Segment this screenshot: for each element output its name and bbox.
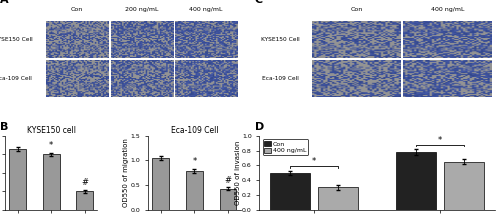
Bar — [43, 154, 60, 210]
Bar — [152, 158, 169, 210]
Title: KYSE150 cell: KYSE150 cell — [26, 126, 76, 135]
Title: Eca-109 Cell: Eca-109 Cell — [170, 126, 218, 135]
Bar — [444, 162, 484, 210]
Text: *: * — [192, 157, 196, 166]
Text: C: C — [254, 0, 263, 5]
Y-axis label: OD550 of invasion: OD550 of invasion — [234, 141, 240, 205]
Text: 400 ng/mL: 400 ng/mL — [430, 7, 464, 12]
Bar — [186, 171, 203, 210]
Text: 200 ng/mL: 200 ng/mL — [125, 7, 158, 12]
Bar — [9, 149, 26, 210]
Text: Con: Con — [71, 7, 84, 12]
Text: *: * — [438, 136, 442, 145]
Text: *: * — [49, 141, 54, 150]
Text: D: D — [254, 122, 264, 132]
Text: Con: Con — [350, 7, 362, 12]
Text: Eca-109 Cell: Eca-109 Cell — [0, 76, 32, 81]
Legend: Con, 400 ng/mL: Con, 400 ng/mL — [262, 139, 308, 155]
Y-axis label: OD550 of migration: OD550 of migration — [124, 138, 130, 207]
Bar — [76, 191, 93, 210]
Text: *: * — [312, 157, 316, 166]
Text: B: B — [0, 122, 8, 132]
Bar — [396, 152, 436, 210]
Text: KYSE150 Cell: KYSE150 Cell — [0, 37, 32, 42]
Text: A: A — [0, 0, 9, 5]
Text: #: # — [82, 178, 88, 187]
Bar — [318, 187, 358, 210]
Text: #: # — [224, 176, 232, 184]
Bar — [220, 189, 236, 210]
Bar — [270, 173, 310, 210]
Text: KYSE150 Cell: KYSE150 Cell — [261, 37, 300, 42]
Text: Eca-109 Cell: Eca-109 Cell — [262, 76, 299, 81]
Text: 400 ng/mL: 400 ng/mL — [190, 7, 223, 12]
